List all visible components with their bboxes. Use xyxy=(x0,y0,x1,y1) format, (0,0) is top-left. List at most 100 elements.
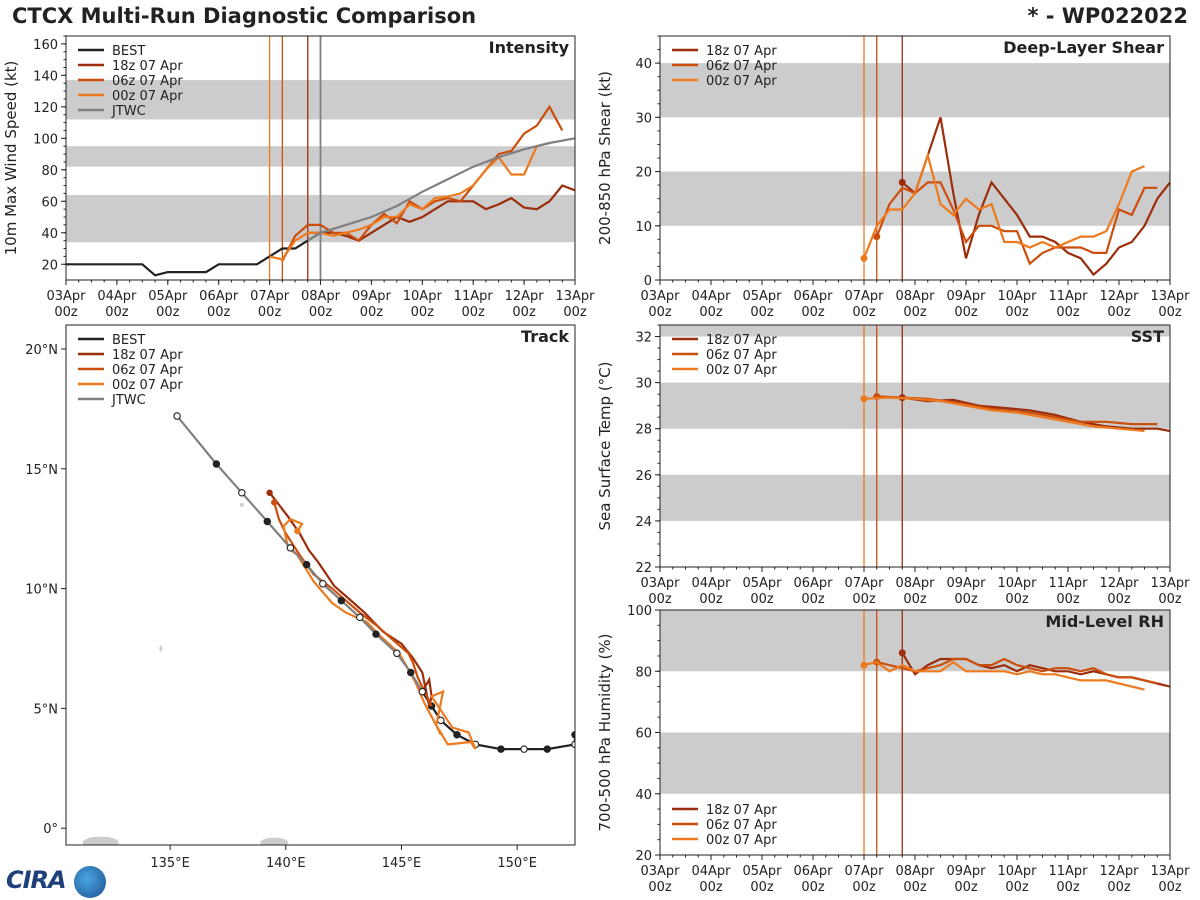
legend-label: 18z 07 Apr xyxy=(112,59,183,74)
x-tick-label: 07Apr xyxy=(844,576,884,591)
x-tick-label: 05Apr xyxy=(742,576,782,591)
x-tick-label: 00z xyxy=(1056,592,1080,607)
x-tick-label: 00z xyxy=(258,305,282,320)
x-tick-label: 13Apr xyxy=(1150,289,1190,304)
track-point xyxy=(302,560,311,569)
x-tick-label: 07Apr xyxy=(844,289,884,304)
series-line-06z-07-apr xyxy=(876,657,1158,685)
x-tick-label: 00z xyxy=(699,880,723,895)
y-axis-label: 10m Max Wind Speed (kt) xyxy=(2,61,20,256)
x-tick-label: 00z xyxy=(563,305,587,320)
track-point xyxy=(337,596,346,605)
x-tick-label: 00z xyxy=(462,305,486,320)
x-tick-label: 11Apr xyxy=(1048,864,1088,879)
legend-label: BEST xyxy=(112,333,145,348)
track-point xyxy=(238,488,246,497)
y-tick-label: 26 xyxy=(635,469,652,484)
x-tick-label: 00z xyxy=(750,592,774,607)
land-mass xyxy=(260,837,289,845)
x-tick-label: 00z xyxy=(903,305,927,320)
y-tick-label: 22 xyxy=(635,561,652,576)
x-tick-label: 00z xyxy=(852,305,876,320)
panel-title: Mid-Level RH xyxy=(1045,612,1164,631)
track-point xyxy=(393,649,401,658)
x-tick-label: 10Apr xyxy=(403,289,443,304)
panel-shear: 01020304003Apr00z04Apr00z05Apr00z06Apr00… xyxy=(596,35,1190,320)
legend-label: 06z 07 Apr xyxy=(706,818,777,833)
y-tick-label: 5°N xyxy=(34,702,59,717)
legend-label: 06z 07 Apr xyxy=(706,59,777,74)
track-end-point xyxy=(266,489,273,496)
track-line-18z-07-apr xyxy=(268,492,433,707)
x-tick-label: 00z xyxy=(699,592,723,607)
x-tick-label: 11Apr xyxy=(454,289,494,304)
x-tick-label: 12Apr xyxy=(1099,864,1139,879)
y-tick-label: 28 xyxy=(635,423,652,438)
x-tick-label: 08Apr xyxy=(895,289,935,304)
x-tick-label: 00z xyxy=(156,305,180,320)
x-tick-label: 10Apr xyxy=(997,576,1037,591)
x-tick-label: 00z xyxy=(1158,880,1182,895)
island xyxy=(239,502,244,507)
y-tick-label: 100 xyxy=(33,132,58,147)
land-mass xyxy=(82,836,119,845)
series-line-18z-07-apr xyxy=(901,116,1170,277)
track-point xyxy=(356,613,364,622)
y-tick-label: 60 xyxy=(635,727,652,742)
x-tick-label: 08Apr xyxy=(301,289,341,304)
x-tick-label: 12Apr xyxy=(505,289,545,304)
x-tick-label: 00z xyxy=(1056,880,1080,895)
x-tick-label: 08Apr xyxy=(895,864,935,879)
x-tick-label: 09Apr xyxy=(946,289,986,304)
x-tick-label: 00z xyxy=(1107,880,1131,895)
series-start-point xyxy=(860,395,868,403)
track-line-best xyxy=(421,691,575,751)
x-tick-label: 00z xyxy=(105,305,129,320)
y-tick-label: 40 xyxy=(635,57,652,72)
track-point xyxy=(319,580,327,588)
x-tick-label: 07Apr xyxy=(250,289,290,304)
x-tick-label: 00z xyxy=(648,880,672,895)
series-line-00z-07-apr xyxy=(862,151,1145,259)
x-tick-label: 05Apr xyxy=(148,289,188,304)
storm-id: * - WP022022 xyxy=(1027,4,1188,28)
track-point xyxy=(418,687,427,696)
x-tick-label: 05Apr xyxy=(742,864,782,879)
panel-sst: 22242628303203Apr00z04Apr00z05Apr00z06Ap… xyxy=(596,324,1190,607)
track-end-point xyxy=(271,499,278,506)
track-point xyxy=(212,460,221,468)
x-tick-label: 13Apr xyxy=(555,289,595,304)
legend-label: 06z 07 Apr xyxy=(112,363,183,378)
x-tick-label: 09Apr xyxy=(946,864,986,879)
x-tick-label: 00z xyxy=(360,305,384,320)
legend-label: 00z 07 Apr xyxy=(112,378,183,393)
x-tick-label: 00z xyxy=(1107,305,1131,320)
panel-title: Track xyxy=(521,327,569,346)
x-tick-label: 06Apr xyxy=(793,576,833,591)
x-tick-label: 04Apr xyxy=(691,289,731,304)
legend-label: 06z 07 Apr xyxy=(706,348,777,363)
track-end-point xyxy=(294,527,301,535)
x-tick-label: 145°E xyxy=(382,856,422,871)
x-tick-label: 00z xyxy=(852,592,876,607)
x-tick-label: 00z xyxy=(1005,305,1029,320)
x-tick-label: 00z xyxy=(54,305,78,320)
x-tick-label: 00z xyxy=(903,880,927,895)
x-tick-label: 10Apr xyxy=(997,864,1037,879)
x-tick-label: 00z xyxy=(1005,592,1029,607)
x-tick-label: 06Apr xyxy=(793,864,833,879)
x-tick-label: 03Apr xyxy=(640,864,680,879)
series-line-jtwc xyxy=(307,137,575,242)
track-point xyxy=(406,668,415,677)
x-tick-label: 00z xyxy=(309,305,333,320)
track-point xyxy=(497,745,505,753)
y-tick-label: 20 xyxy=(635,849,652,864)
legend-label: BEST xyxy=(112,44,145,59)
panel-title: Intensity xyxy=(489,38,570,57)
globe-icon xyxy=(74,866,106,898)
x-tick-label: 05Apr xyxy=(742,289,782,304)
y-axis-label: 200-850 hPa Shear (kt) xyxy=(596,71,614,245)
shaded-band xyxy=(660,171,1170,226)
y-tick-label: 0° xyxy=(43,822,58,837)
